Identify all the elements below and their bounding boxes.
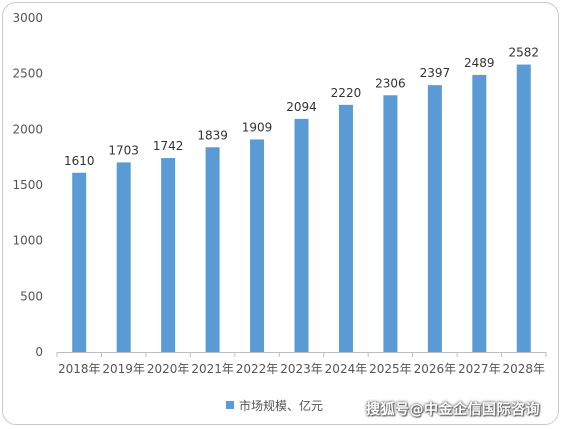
watermark: 搜狐号@中金企信国际咨询 — [366, 402, 540, 418]
data-label: 1610 — [64, 154, 95, 168]
y-tick-label: 1500 — [12, 178, 43, 192]
bar — [294, 118, 309, 352]
data-label: 1839 — [197, 128, 228, 142]
y-tick-label: 1000 — [12, 234, 43, 248]
y-axis-ticks: 0 500 1000 1500 2000 2500 3000 — [12, 11, 43, 359]
data-label: 2306 — [375, 76, 406, 90]
legend-label: 市场规模、亿元 — [239, 398, 324, 413]
bars — [72, 64, 531, 353]
bar — [72, 172, 87, 352]
data-label: 2489 — [464, 56, 495, 70]
bar — [205, 147, 220, 352]
x-tick-label: 2022年 — [236, 362, 279, 376]
data-label: 2094 — [286, 100, 317, 114]
data-labels: 1610 1703 1742 1839 1909 2094 2220 2306 2397 2489… — [64, 46, 539, 168]
data-label: 2397 — [420, 66, 451, 80]
bar — [250, 139, 265, 352]
x-tick-label: 2021年 — [191, 362, 234, 376]
bar — [383, 95, 398, 353]
bar — [472, 74, 487, 353]
chart-frame — [2, 2, 559, 425]
legend-swatch — [226, 401, 234, 409]
legend: 市场规模、亿元 — [226, 397, 323, 413]
bar — [338, 104, 353, 352]
data-label: 1703 — [108, 143, 139, 157]
y-tick-label: 500 — [20, 289, 43, 303]
y-tick-label: 2000 — [12, 122, 43, 136]
bar — [161, 158, 176, 352]
x-tick-label: 2028年 — [502, 362, 545, 376]
bar — [116, 162, 131, 352]
x-tick-label: 2019年 — [102, 362, 145, 376]
x-tick-label: 2020年 — [147, 362, 190, 376]
data-label: 2220 — [331, 86, 362, 100]
x-tick-label: 2018年 — [58, 362, 101, 376]
data-label: 1909 — [242, 120, 273, 134]
x-tick-label: 2026年 — [414, 362, 457, 376]
x-tick-label: 2025年 — [369, 362, 412, 376]
bar — [427, 85, 442, 352]
y-tick-label: 0 — [35, 345, 43, 359]
x-tick-label: 2023年 — [280, 362, 323, 376]
y-tick-label: 3000 — [12, 11, 43, 25]
data-label: 2582 — [508, 46, 539, 60]
bar — [516, 64, 531, 353]
data-label: 1742 — [153, 139, 184, 153]
x-tick-label: 2024年 — [325, 362, 368, 376]
x-axis-tickmarks — [56, 352, 547, 357]
y-tick-label: 2500 — [12, 67, 43, 81]
x-tick-label: 2027年 — [458, 362, 501, 376]
x-axis-labels: 2018年 2019年 2020年 2021年 2022年 2023年 2024年 2025年… — [58, 362, 545, 376]
